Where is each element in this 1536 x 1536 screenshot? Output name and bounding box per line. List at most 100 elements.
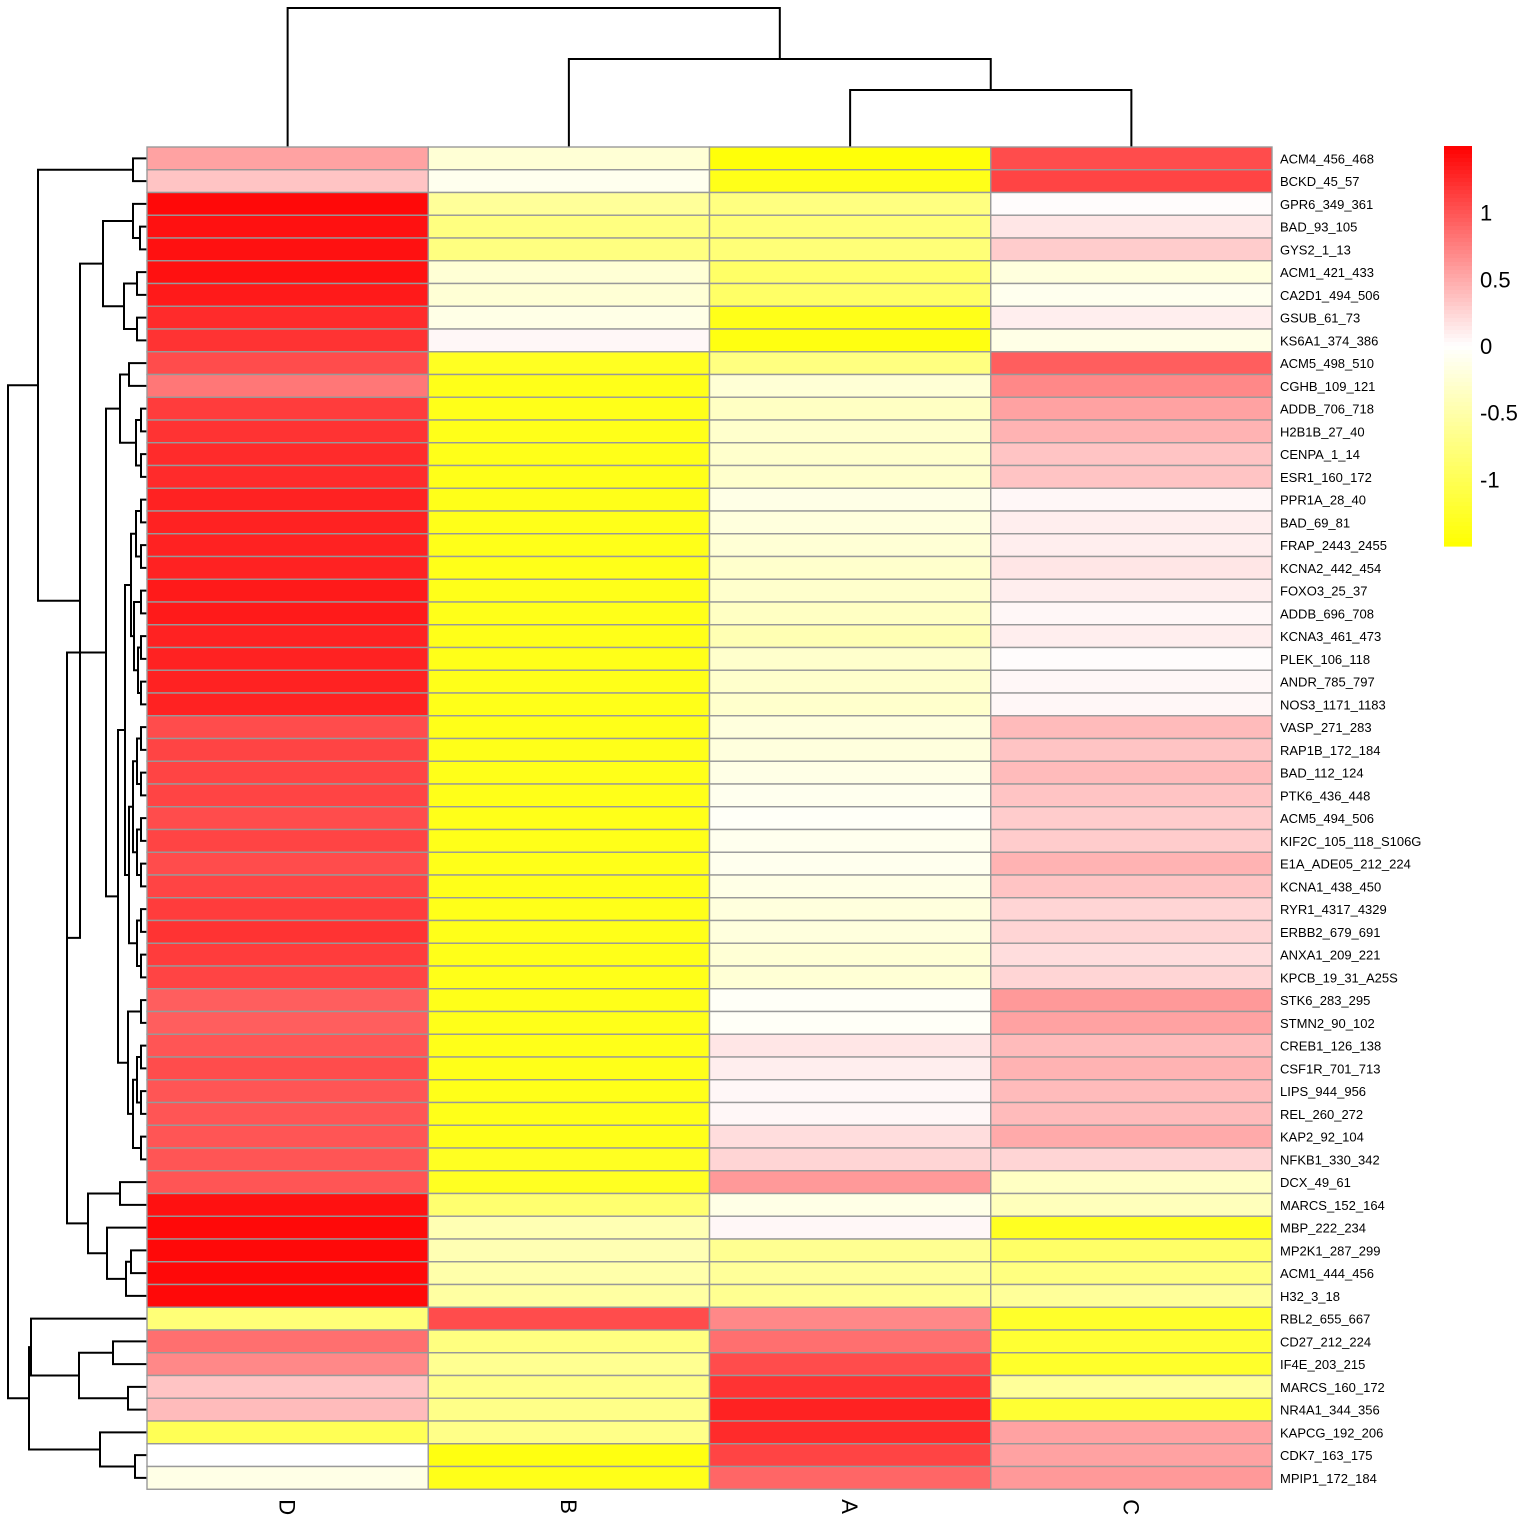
row-dendrogram-branch	[87, 1192, 120, 1255]
heatmap-cell	[708, 533, 992, 558]
heatmap-cell	[990, 715, 1273, 740]
heatmap-cell	[990, 942, 1273, 967]
heatmap-cell	[990, 1010, 1273, 1035]
heatmap-cell	[146, 146, 429, 171]
heatmap-cell	[708, 1329, 992, 1354]
row-label: VASP_271_283	[1280, 720, 1372, 735]
legend-color-step	[1444, 198, 1472, 203]
row-label: BCKD_45_57	[1280, 174, 1360, 189]
heatmap-cell	[708, 419, 992, 444]
legend-color-step	[1444, 446, 1472, 451]
legend-color-step	[1444, 166, 1472, 171]
legend-tick-label: 0.5	[1480, 267, 1511, 292]
heatmap-cell	[708, 897, 992, 922]
legend-color-step	[1444, 330, 1472, 335]
legend-color-step	[1444, 454, 1472, 459]
heatmap-cell	[146, 1238, 429, 1263]
heatmap-cell	[708, 692, 992, 717]
heatmap-cell	[427, 1374, 711, 1399]
heatmap-cell	[427, 1352, 711, 1377]
heatmap-cell	[146, 464, 429, 489]
legend-color-step	[1444, 418, 1472, 423]
heatmap-cell	[990, 1306, 1273, 1331]
row-label: MARCS_160_172	[1280, 1380, 1385, 1395]
legend-color-step	[1444, 486, 1472, 491]
legend-color-step	[1444, 210, 1472, 215]
heatmap-cell	[427, 1443, 711, 1468]
heatmap-cell	[708, 624, 992, 649]
row-label: NR4A1_344_356	[1280, 1403, 1380, 1418]
legend-color-step	[1444, 462, 1472, 467]
row-label: FOXO3_25_37	[1280, 584, 1367, 599]
legend-color-step	[1444, 422, 1472, 427]
heatmap-cell	[146, 419, 429, 444]
row-dendrogram-branch	[140, 817, 147, 842]
row-label: CDK7_163_175	[1280, 1448, 1373, 1463]
legend-color-step	[1444, 458, 1472, 463]
row-label: H32_3_18	[1280, 1289, 1340, 1304]
heatmap-cell	[427, 715, 711, 740]
legend-color-step	[1444, 146, 1472, 151]
row-label: RBL2_655_667	[1280, 1312, 1370, 1327]
heatmap-cell	[708, 1192, 992, 1217]
heatmap-cell	[427, 419, 711, 444]
heatmap-cell	[146, 1101, 429, 1126]
heatmap-cell	[990, 1283, 1273, 1308]
heatmap-cell	[708, 783, 992, 808]
row-label: ADDB_706_718	[1280, 402, 1374, 417]
legend-color-step	[1444, 378, 1472, 383]
heatmap-cell	[427, 1033, 711, 1058]
legend-color-step	[1444, 402, 1472, 407]
heatmap-cell	[146, 555, 429, 580]
heatmap-cell	[427, 897, 711, 922]
heatmap-cell	[427, 1238, 711, 1263]
heatmap-cell	[427, 1261, 711, 1286]
heatmap-cell	[708, 487, 992, 512]
heatmap-cell	[708, 1147, 992, 1172]
heatmap-cell	[708, 442, 992, 467]
row-dendrogram-branch	[119, 1181, 147, 1206]
row-label: BAD_93_105	[1280, 220, 1357, 235]
row-dendrogram-branch	[140, 726, 147, 751]
row-label: KAPCG_192_206	[1280, 1425, 1383, 1440]
row-label: MBP_222_234	[1280, 1221, 1366, 1236]
legend-color-step	[1444, 282, 1472, 287]
heatmap-cell	[990, 624, 1273, 649]
row-dendrogram-branch	[140, 1044, 147, 1070]
heatmap-cell	[708, 646, 992, 671]
legend-color-step	[1444, 466, 1472, 471]
heatmap-cell	[708, 1352, 992, 1377]
row-dendrogram-branch	[123, 282, 137, 330]
legend-color-step	[1444, 214, 1472, 219]
heatmap-cell	[146, 1443, 429, 1468]
legend-color-step	[1444, 150, 1472, 155]
row-dendrogram-branch	[140, 908, 147, 933]
heatmap-cell	[427, 760, 711, 785]
legend-color-step	[1444, 430, 1472, 435]
heatmap-cell	[990, 1352, 1273, 1377]
heatmap-cell	[990, 692, 1273, 717]
heatmap-cell	[427, 874, 711, 899]
row-label: KCNA1_438_450	[1280, 879, 1381, 894]
legend-color-step	[1444, 306, 1472, 311]
heatmap-cell	[708, 1443, 992, 1468]
legend-color-step	[1444, 162, 1472, 167]
heatmap-cell	[708, 146, 992, 171]
legend-color-step	[1444, 490, 1472, 495]
row-dendrogram-branch	[37, 168, 133, 602]
heatmap-cell	[708, 965, 992, 990]
legend-color-step	[1444, 230, 1472, 235]
legend-color-step	[1444, 298, 1472, 303]
heatmap-cell	[427, 1147, 711, 1172]
legend-color-step	[1444, 398, 1472, 403]
row-label: ACM1_444_456	[1280, 1266, 1374, 1281]
heatmap-cell	[427, 601, 711, 626]
heatmap-cell	[427, 624, 711, 649]
heatmap-cell	[990, 1124, 1273, 1149]
row-dendrogram-branch	[140, 635, 147, 660]
heatmap-cell	[146, 1374, 429, 1399]
legend-color-step	[1444, 202, 1472, 207]
row-label: ACM4_456_468	[1280, 151, 1374, 166]
row-label: KPCB_19_31_A25S	[1280, 970, 1398, 985]
row-dendrogram-branch	[140, 589, 147, 615]
